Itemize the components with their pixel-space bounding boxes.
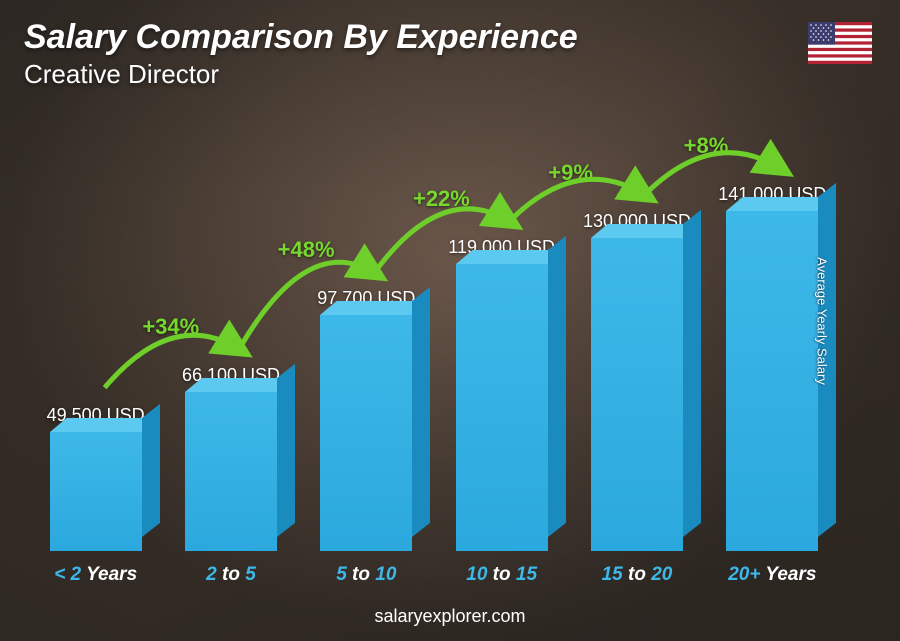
x-axis-label: < 2 Years	[34, 564, 157, 586]
bar-group: 49,500 USD	[34, 405, 157, 551]
bar-chart: 49,500 USD66,100 USD97,700 USD119,000 US…	[28, 130, 840, 551]
x-axis-labels: < 2 Years 2 to 5 5 to 10 10 to 15 15 to 20 20…	[28, 564, 840, 586]
bar-group: 119,000 USD	[440, 237, 563, 551]
bar-group: 130,000 USD	[575, 211, 698, 551]
x-axis-label: 20+ Years	[711, 564, 834, 586]
x-axis-label: 5 to 10	[305, 564, 428, 586]
bar-group: 97,700 USD	[305, 288, 428, 551]
page-subtitle: Creative Director	[24, 59, 876, 90]
x-axis-label: 10 to 15	[440, 564, 563, 586]
x-axis-label: 15 to 20	[575, 564, 698, 586]
usa-flag-icon	[808, 22, 872, 64]
bar	[320, 315, 412, 551]
x-axis-label: 2 to 5	[169, 564, 292, 586]
bar	[591, 238, 683, 551]
bar	[50, 432, 142, 551]
bar	[185, 392, 277, 551]
bar	[456, 264, 548, 551]
bar-group: 66,100 USD	[169, 365, 292, 551]
header: Salary Comparison By Experience Creative…	[24, 18, 876, 90]
bar	[726, 211, 818, 551]
y-axis-label: Average Yearly Salary	[815, 257, 830, 385]
page-title: Salary Comparison By Experience	[24, 18, 876, 57]
footer-credit: salaryexplorer.com	[0, 606, 900, 627]
